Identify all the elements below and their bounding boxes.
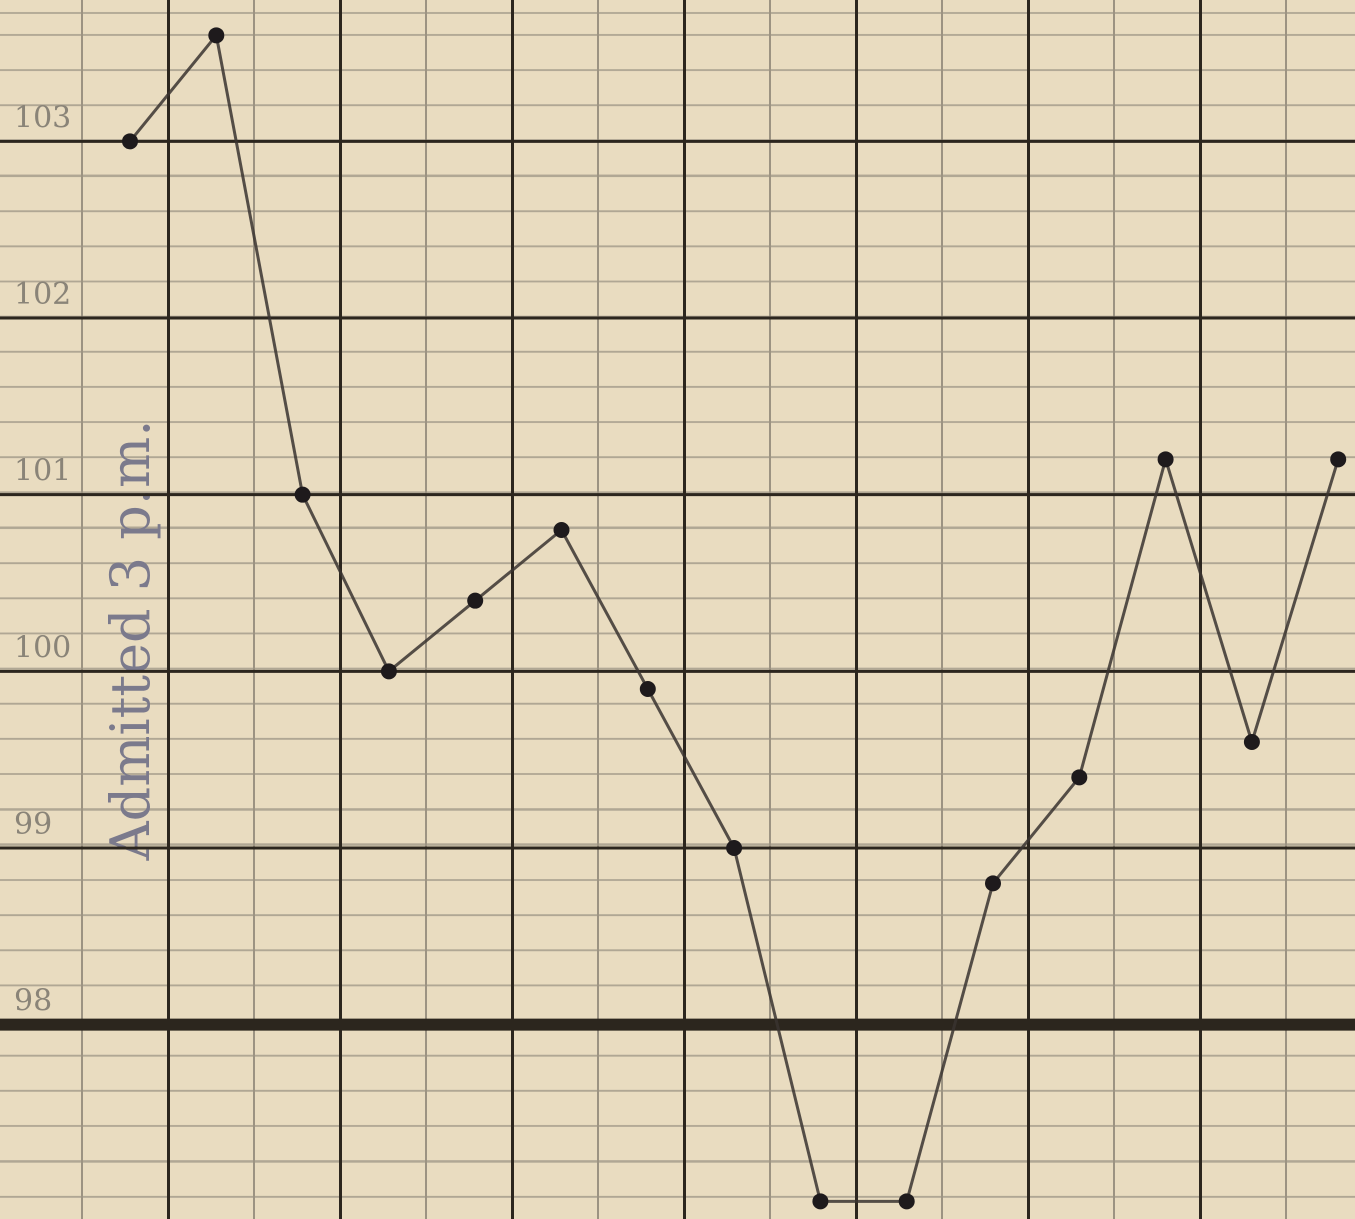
y-tick-label: 101 <box>14 454 71 489</box>
y-tick-label: 98 <box>14 984 52 1019</box>
point <box>1330 451 1347 468</box>
point <box>985 875 1001 892</box>
point <box>294 486 311 503</box>
point <box>1243 734 1260 750</box>
y-tick-label: 99 <box>14 807 52 842</box>
point <box>898 1193 915 1210</box>
point <box>467 592 484 609</box>
point <box>639 681 656 697</box>
y-tick-label: 102 <box>14 277 71 312</box>
point <box>812 1193 829 1210</box>
point <box>1157 451 1174 468</box>
point <box>726 840 743 856</box>
annotation: Admitted 3 p.m. <box>99 420 162 862</box>
y-tick-label: 103 <box>14 100 71 135</box>
point <box>1071 769 1088 786</box>
point <box>553 522 570 538</box>
y-tick-label: 100 <box>14 630 71 665</box>
point <box>122 133 138 150</box>
point <box>208 27 225 44</box>
point <box>380 663 397 680</box>
